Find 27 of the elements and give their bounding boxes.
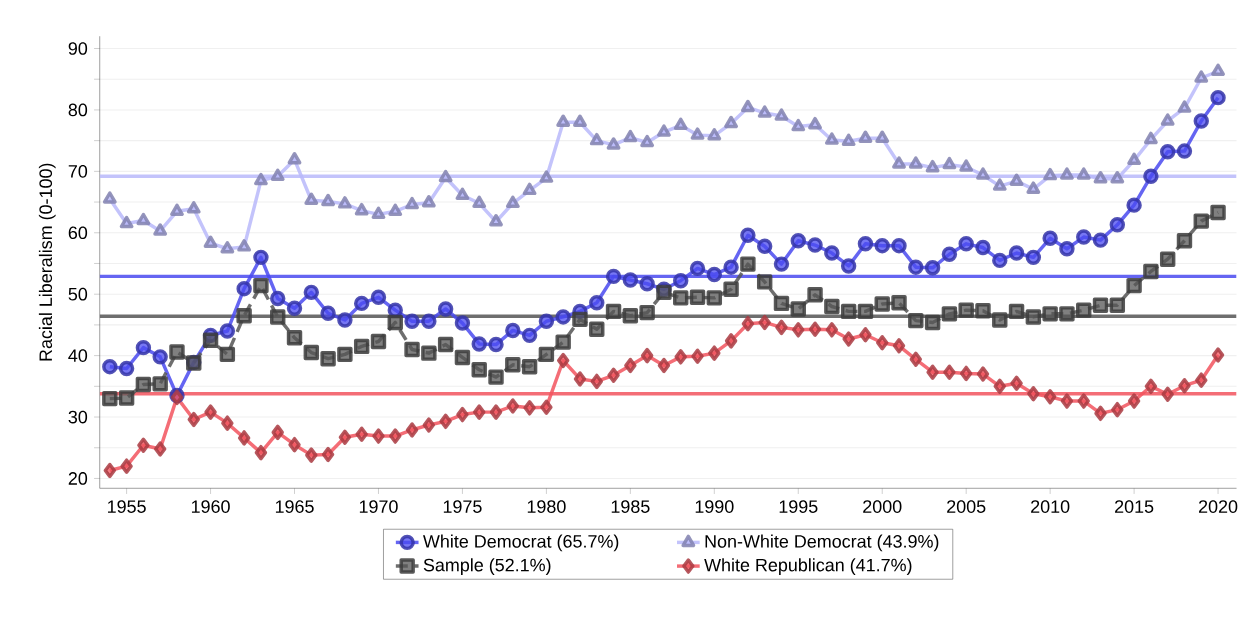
x-tick-label: 1975 xyxy=(443,500,482,513)
x-tick-label: 1965 xyxy=(275,500,314,513)
legend-label: White Democrat (65.7%) xyxy=(423,534,619,552)
x-tick-label: 2010 xyxy=(1031,500,1070,513)
x-tick-label: 2005 xyxy=(947,500,986,513)
x-tick-label: 2020 xyxy=(1198,500,1238,513)
legend-label: Non-White Democrat (43.9%) xyxy=(705,534,939,552)
x-tick-label: 1955 xyxy=(108,500,146,513)
y-tick-label: 60 xyxy=(68,226,88,240)
y-tick-label: 50 xyxy=(68,287,88,301)
x-tick-label: 1995 xyxy=(779,500,818,513)
x-tick-label: 2000 xyxy=(863,500,902,513)
legend-label: White Republican (41.7%) xyxy=(704,558,912,575)
y-tick-label: 70 xyxy=(68,164,88,178)
x-tick-label: 1980 xyxy=(527,500,566,513)
x-tick-label: 1960 xyxy=(191,500,230,513)
y-tick-label: 40 xyxy=(68,349,88,362)
y-tick-label: 20 xyxy=(68,472,88,485)
y-tick-label: 90 xyxy=(68,42,88,55)
x-tick-label: 1970 xyxy=(359,500,398,513)
x-tick-label: 1985 xyxy=(611,500,650,513)
y-tick-label: 30 xyxy=(68,410,88,424)
y-tick-label: 80 xyxy=(68,103,88,117)
y-axis-title: Racial Liberalism (0-100) xyxy=(38,163,56,361)
x-tick-label: 1990 xyxy=(695,500,734,513)
x-tick-label: 2015 xyxy=(1115,500,1154,513)
legend-label: Sample (52.1%) xyxy=(423,558,551,575)
